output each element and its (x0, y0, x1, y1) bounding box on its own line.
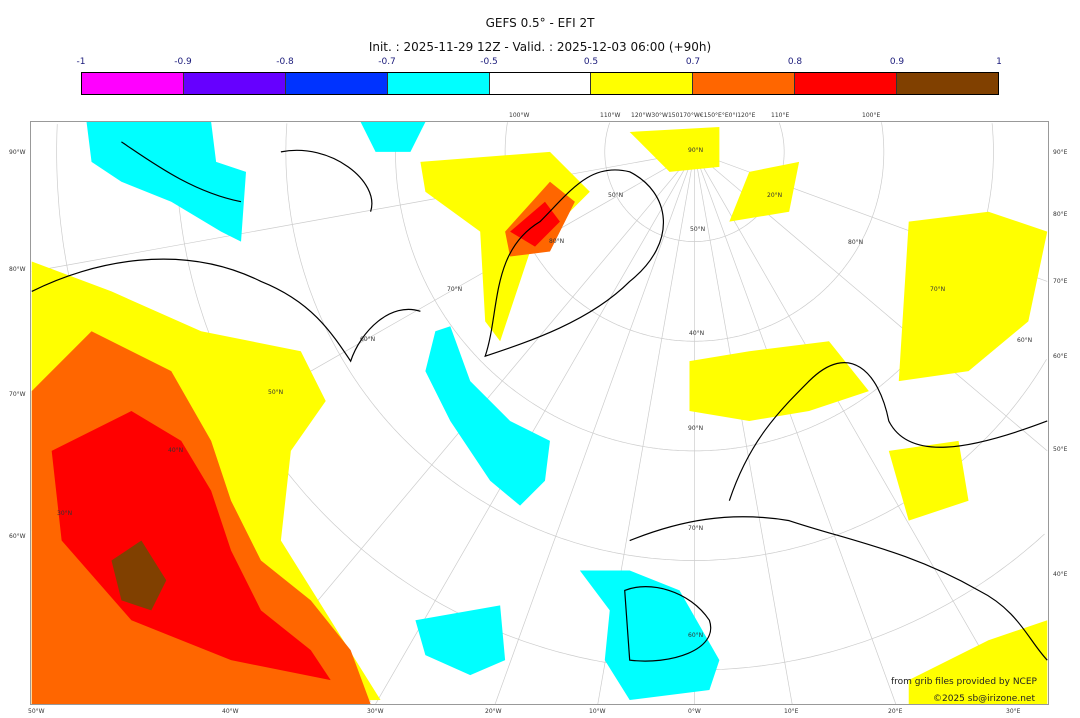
colorbar-segment (591, 73, 694, 94)
axis-label-bottom: 40°W (222, 708, 239, 715)
latitude-label: 60°N (1017, 337, 1033, 344)
axis-label-right: 70°E (1053, 278, 1068, 285)
axis-label-top: 110°E (771, 112, 790, 119)
colorbar-tick: 0.9 (889, 57, 905, 67)
colorbar-tick: -0.8 (276, 57, 294, 67)
latitude-label: 40°N (168, 447, 184, 454)
latitude-label: 50°N (690, 226, 706, 233)
latitude-label: 60°N (688, 632, 704, 639)
colorbar-segment (897, 73, 999, 94)
colorbar-segment (183, 73, 286, 94)
axis-label-top: 100°E (862, 112, 881, 119)
axis-label-left: 70°W (9, 391, 26, 398)
colorbar-tick: 0.5 (583, 57, 599, 67)
colorbar-tick: -0.5 (480, 57, 498, 67)
latitude-label: 30°N (57, 510, 73, 517)
colorbar-segment (82, 73, 184, 94)
axis-label-bottom: 50°W (28, 708, 45, 715)
colorbar-tick: -0.7 (378, 57, 396, 67)
axis-label-bottom: 20°E (888, 708, 903, 715)
latitude-label: 80°N (549, 238, 565, 245)
efi-fields (31, 122, 1048, 704)
axis-label-top: 100°W (509, 112, 530, 119)
colorbar-segment (795, 73, 898, 94)
axis-label-bottom: 30°W (367, 708, 384, 715)
axis-label-left: 80°W (9, 266, 26, 273)
colorbar-segment (285, 73, 388, 94)
latitude-label: 70°N (447, 286, 463, 293)
colorbar-segment (489, 73, 592, 94)
latitude-label: 70°N (688, 525, 704, 532)
latitude-label: 80°N (848, 239, 864, 246)
map-subtitle: Init. : 2025-11-29 12Z - Valid. : 2025-1… (368, 40, 712, 54)
data-source-credit: from grib files provided by NCEP (891, 677, 1037, 687)
colorbar-tick: 1 (996, 57, 1002, 67)
copyright-credit: ©2025 sb@irizone.net (933, 694, 1035, 704)
colorbar-tick: 0.7 (685, 57, 701, 67)
latitude-label: 40°N (689, 330, 705, 337)
latitude-label: 90°N (688, 147, 704, 154)
latitude-label: 60°N (360, 336, 376, 343)
axis-label-bottom: 10°W (589, 708, 606, 715)
axis-label-right: 40°E (1053, 571, 1068, 578)
coastlines (31, 141, 1048, 662)
colorbar-segment (693, 73, 796, 94)
axis-label-left: 60°W (9, 533, 26, 540)
latitude-label: 70°N (930, 286, 946, 293)
axis-label-top: 120°W30°W150170°W€150°E°E0°I120°E (631, 112, 756, 119)
latitude-label: 20°N (767, 192, 783, 199)
efi-map: from grib files provided by NCEP ©2025 s… (30, 121, 1049, 705)
map-title: GEFS 0.5° - EFI 2T (485, 16, 595, 30)
map-canvas (31, 122, 1048, 704)
colorbar-segment (387, 73, 490, 94)
axis-label-right: 80°E (1053, 211, 1068, 218)
colorbar-tick: 0.8 (787, 57, 803, 67)
latitude-label: 90°N (688, 425, 704, 432)
axis-label-left: 90°W (9, 149, 26, 156)
colorbar-legend (81, 72, 999, 95)
colorbar-tick: -1 (76, 57, 86, 67)
axis-label-bottom: 30°E (1006, 708, 1021, 715)
latitude-label: 50°N (268, 389, 284, 396)
axis-label-bottom: 10°E (784, 708, 799, 715)
axis-label-right: 90°E (1053, 149, 1068, 156)
axis-label-bottom: 20°W (485, 708, 502, 715)
axis-label-bottom: 0°W (688, 708, 701, 715)
latitude-label: 50°N (608, 192, 624, 199)
colorbar-tick: -0.9 (174, 57, 192, 67)
axis-label-top: 110°W (600, 112, 621, 119)
axis-label-right: 60°E (1053, 353, 1068, 360)
axis-label-right: 50°E (1053, 446, 1068, 453)
